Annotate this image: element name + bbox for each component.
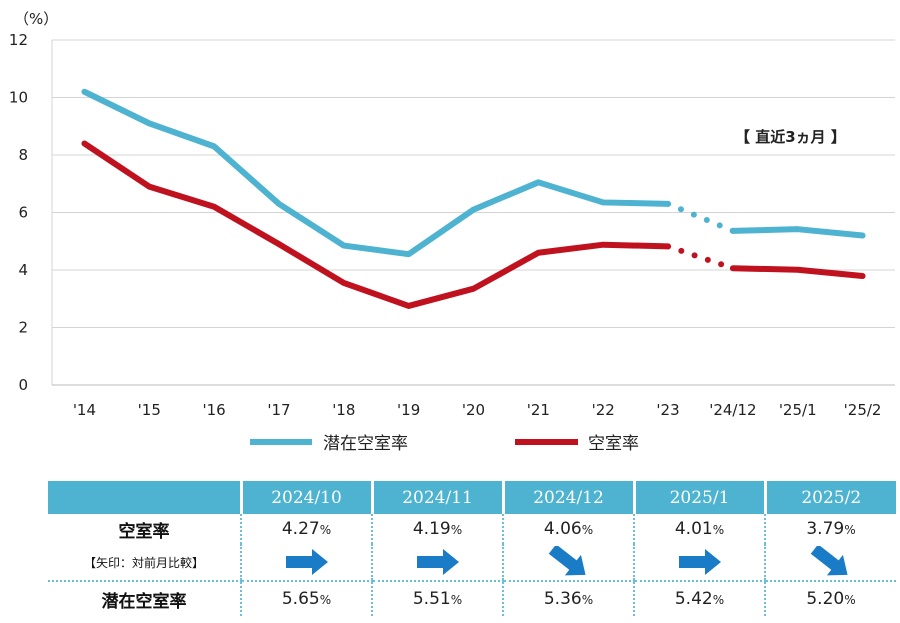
x-tick-label: '17 [267,401,290,419]
vacancy-value: 4.27% [240,514,372,544]
x-tick-label: '22 [592,401,615,419]
x-tick-label: '14 [73,401,96,419]
x-axis-ticks: '14 '15 '16 '17 '18 '19 '20 '21 '22 '23 '24/12 '25/… [73,401,882,419]
month-header: 2024/10 [239,481,372,514]
legend: 潜在空室率 空室率 [250,434,639,454]
x-tick-label: '21 [527,401,550,419]
series-line-recent [729,226,866,239]
vacancy-row-label: 空室率 [118,521,170,542]
x-tick-label: '20 [462,401,485,419]
x-tick-label: '25/2 [844,401,882,419]
x-tick-label: '25/1 [779,401,817,419]
trend-arrow-icon [416,549,459,575]
series-lines [81,88,866,309]
trend-arrow-cell [764,544,896,582]
trend-arrow-icon [548,546,586,576]
y-tick-label: 10 [9,89,28,107]
arrow-shape [678,549,721,575]
y-tick-label: 6 [18,204,28,222]
latent-value: 5.20% [764,581,896,616]
latent-value: 5.51% [371,581,503,616]
series-line-annual [81,140,672,309]
arrow-shape [548,546,586,576]
x-tick-label: '23 [656,401,679,419]
vacancy-table: 2024/10 2024/11 2024/12 2025/1 2025/2 空室… [48,481,896,616]
vacancy-value: 4.06% [502,514,634,544]
trend-arrow-cell [633,544,765,582]
month-header: 2025/2 [763,481,896,514]
trend-arrow-icon [285,549,328,575]
arrow-note: 【矢印：対前月比較】 [48,544,241,582]
y-axis-unit: （%） [14,10,58,28]
series-line-annual [81,88,672,258]
trend-arrow-cell [240,544,372,582]
y-tick-label: 8 [18,146,28,164]
series-line-recent [729,265,866,280]
trend-arrow-cell [371,544,503,582]
vacancy-value: 4.19% [371,514,503,544]
y-axis-ticks: 0 2 4 6 8 10 12 [9,31,28,394]
legend-label-latent: 潜在空室率 [323,434,408,454]
latent-vacancy-row: 潜在空室率 5.65% 5.51% 5.36% 5.42% 5.20% [48,581,896,616]
x-tick-label: '18 [332,401,355,419]
legend-label-vacancy: 空室率 [588,434,639,454]
y-tick-label: 12 [9,31,28,49]
table-header-row: 2024/10 2024/11 2024/12 2025/1 2025/2 [48,481,896,514]
arrow-shape [810,546,848,576]
latent-value: 5.36% [502,581,634,616]
latent-value: 5.65% [240,581,372,616]
trend-arrow-icon [678,549,721,575]
month-header: 2025/1 [632,481,765,514]
x-tick-label: '16 [203,401,226,419]
y-tick-label: 4 [18,261,28,279]
vacancy-row: 空室率 4.27% 4.19% 4.06% 4.01% 3.79% [48,514,896,544]
arrow-row: 【矢印：対前月比較】 [48,544,896,582]
series-line-dotted-link [665,243,736,272]
latent-value: 5.42% [633,581,765,616]
table-corner-cell [48,481,241,514]
trend-arrow-icon [810,546,848,576]
recent-3-months-annotation: 【 直近3ヵ月 】 [735,128,846,146]
y-tick-label: 2 [18,319,28,337]
y-tick-label: 0 [18,376,28,394]
x-tick-label: '24/12 [709,401,756,419]
latent-row-label: 潜在空室率 [101,591,187,612]
arrow-shape [285,549,328,575]
vacancy-value: 4.01% [633,514,765,544]
series-line-dotted-link [665,200,736,234]
month-header: 2024/11 [370,481,503,514]
arrow-shape [416,549,459,575]
trend-arrow-cell [502,544,634,582]
month-header: 2024/12 [501,481,634,514]
x-tick-label: '19 [397,401,420,419]
x-tick-label: '15 [138,401,161,419]
line-chart: 0 2 4 6 8 10 12 '14 '15 '16 '17 '18 '19 '20 '21 '22 '23… [9,10,895,454]
vacancy-value: 3.79% [764,514,896,544]
